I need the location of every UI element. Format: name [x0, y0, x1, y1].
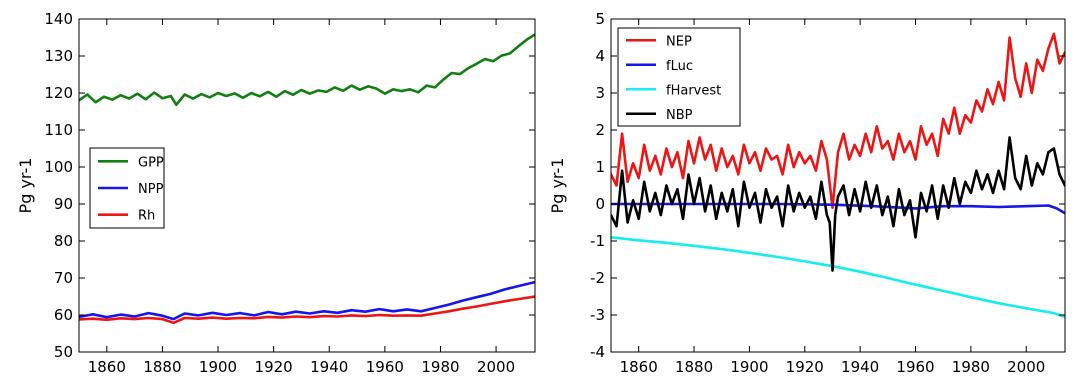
x-tick-label: 1920: [255, 358, 293, 376]
legend-label-gpp: GPP: [138, 155, 164, 170]
chart-panel-2: 1860 1880 1900 1920 1940 1960 1980 2000 -4 -3 -2 -1…: [548, 10, 1066, 376]
legend-label-nbp: NBP: [666, 108, 693, 123]
y-tick-label: 120: [44, 84, 73, 102]
axes-frame: [78, 18, 536, 353]
x-tick-label: 1960: [366, 358, 404, 376]
x-tick-label: 1880: [675, 358, 713, 376]
x-tick-label: 1900: [730, 358, 768, 376]
series-group: [79, 33, 535, 325]
axes-frame: [610, 18, 1066, 353]
x-tick-label: 1980: [421, 358, 459, 376]
y-tick-label: 70: [54, 269, 73, 287]
x-tick-label: 1920: [786, 358, 824, 376]
x-tick-label: 1940: [310, 358, 348, 376]
x-tick-label: 2000: [477, 358, 515, 376]
y-tick-label: 3: [595, 84, 605, 102]
series-line-rh: [79, 295, 535, 325]
legend-label-fluc: fLuc: [666, 59, 693, 74]
y-tick-label: -3: [590, 306, 605, 324]
y-tick-label: 130: [44, 47, 73, 65]
y-axis-label: Pg yr-1: [548, 158, 567, 214]
chart-panel-1: 1860 1880 1900 1920 1940 1960 1980 2000 50 60 70 80…: [16, 10, 536, 376]
x-tick-label: 1880: [143, 358, 181, 376]
x-tick-label: 1960: [896, 358, 934, 376]
legend: NEP fLuc fHarvest NBP: [617, 27, 741, 127]
y-tick-label: 2: [595, 121, 605, 139]
series-group: [611, 32, 1065, 319]
x-tick-label: 1980: [952, 358, 990, 376]
y-tick-label: 100: [44, 158, 73, 176]
y-tick-label: 1: [595, 158, 605, 176]
y-tick-label: -1: [590, 232, 605, 250]
y-tick-label: 5: [595, 10, 605, 28]
y-tick-label: 50: [54, 343, 73, 361]
legend: GPP NPP Rh: [89, 147, 165, 229]
legend-box: [617, 27, 741, 127]
x-tick-label: 1860: [620, 358, 658, 376]
y-tick-label: 110: [44, 121, 73, 139]
y-tick-label: 90: [54, 195, 73, 213]
y-tick-label: 60: [54, 306, 73, 324]
y-tick-label: 140: [44, 10, 73, 28]
legend-label-rh: Rh: [138, 209, 155, 224]
series-line-gpp: [79, 33, 535, 107]
series-line-nbp: [611, 136, 1065, 272]
y-tick-label: 4: [595, 47, 605, 65]
y-tick-label: -2: [590, 269, 605, 287]
y-tick-label: -4: [590, 343, 605, 361]
y-axis-label: Pg yr-1: [16, 158, 35, 214]
y-tick-label: 0: [595, 195, 605, 213]
x-tick-label: 1940: [841, 358, 879, 376]
legend-label-nep: NEP: [666, 34, 692, 49]
legend-label-npp: NPP: [138, 182, 164, 197]
y-tick-label: 80: [54, 232, 73, 250]
x-tick-label: 1860: [88, 358, 126, 376]
series-line-nep: [611, 32, 1065, 209]
series-line-fharvest: [611, 236, 1065, 319]
x-tick-label: 2000: [1007, 358, 1045, 376]
series-line-npp: [79, 280, 535, 321]
legend-label-fharvest: fHarvest: [666, 83, 721, 98]
x-tick-label: 1900: [199, 358, 237, 376]
